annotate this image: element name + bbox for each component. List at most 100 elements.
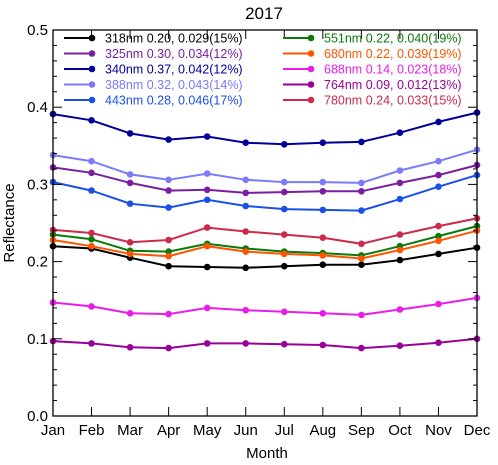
data-point bbox=[126, 179, 134, 187]
legend-item-3: 388nm 0.32, 0.043(14%) bbox=[64, 78, 243, 92]
data-point bbox=[319, 234, 327, 241]
data-point bbox=[165, 187, 172, 194]
series-3 bbox=[49, 146, 481, 187]
x-axis-label: Month bbox=[246, 445, 288, 462]
data-point bbox=[435, 171, 442, 179]
data-point bbox=[319, 261, 327, 269]
data-point bbox=[281, 308, 288, 316]
data-point bbox=[435, 157, 442, 165]
data-point bbox=[203, 170, 211, 177]
series-line bbox=[52, 229, 478, 260]
data-point bbox=[242, 248, 249, 255]
data-point bbox=[435, 183, 442, 190]
data-point bbox=[165, 310, 172, 318]
x-tick-label: May bbox=[193, 422, 222, 439]
y-tick-label: 0.3 bbox=[27, 176, 48, 193]
data-point bbox=[242, 202, 249, 210]
y-axis-label: Reflectance bbox=[1, 183, 18, 262]
legend-swatch-marker bbox=[88, 65, 96, 73]
data-point bbox=[435, 237, 442, 245]
data-point bbox=[435, 300, 442, 308]
data-point bbox=[165, 136, 172, 143]
series-line bbox=[52, 174, 478, 212]
data-point bbox=[319, 139, 327, 146]
data-point bbox=[165, 248, 172, 255]
data-point bbox=[203, 196, 211, 204]
data-point bbox=[126, 200, 134, 207]
data-point bbox=[435, 222, 442, 230]
data-point bbox=[203, 224, 211, 231]
legend-label: 318nm 0.20, 0.029(15%) bbox=[105, 32, 243, 46]
data-point bbox=[358, 188, 365, 195]
data-point bbox=[88, 303, 95, 310]
legend-item-6: 680nm 0.22, 0.039(19%) bbox=[283, 47, 462, 61]
series-2 bbox=[49, 109, 481, 148]
data-point bbox=[88, 242, 95, 250]
data-point bbox=[396, 195, 404, 203]
legend-item-4: 443nm 0.28, 0.046(17%) bbox=[64, 94, 243, 108]
series-line bbox=[52, 337, 478, 350]
data-point bbox=[358, 255, 365, 262]
legend-item-7: 688nm 0.14, 0.023(18%) bbox=[283, 63, 462, 77]
data-point bbox=[203, 304, 211, 312]
series-line bbox=[52, 217, 478, 245]
series-line bbox=[52, 111, 478, 146]
data-point bbox=[242, 176, 249, 184]
legend-label: 764nm 0.09, 0.012(13%) bbox=[324, 78, 462, 92]
legend-swatch-marker bbox=[307, 81, 315, 88]
legend-swatch-marker bbox=[88, 50, 96, 57]
data-point bbox=[88, 187, 95, 194]
data-point bbox=[165, 344, 172, 352]
data-point bbox=[358, 207, 365, 214]
legend-item-9: 780nm 0.24, 0.033(15%) bbox=[283, 94, 462, 108]
data-point bbox=[281, 205, 288, 213]
data-point bbox=[435, 250, 442, 258]
series-line bbox=[52, 245, 478, 269]
legend-label: 780nm 0.24, 0.033(15%) bbox=[324, 94, 462, 108]
x-tick-label: Feb bbox=[79, 422, 105, 439]
data-point bbox=[319, 252, 327, 259]
legend-item-0: 318nm 0.20, 0.029(15%) bbox=[64, 32, 243, 46]
data-point bbox=[165, 252, 172, 260]
data-point bbox=[203, 133, 211, 140]
data-point bbox=[165, 176, 172, 184]
data-point bbox=[319, 206, 327, 214]
data-point bbox=[281, 231, 288, 238]
chart-title: 2017 bbox=[245, 4, 283, 23]
data-point bbox=[319, 188, 327, 195]
data-point bbox=[242, 228, 249, 235]
series-8 bbox=[49, 335, 481, 352]
data-point bbox=[358, 261, 365, 269]
axes: 0.0 0.1 0.2 0.3 0.4 0.5 Jan Feb Mar Apr May Jun Jul A… bbox=[27, 22, 491, 439]
data-point bbox=[435, 118, 442, 126]
data-point bbox=[396, 231, 404, 238]
data-point bbox=[319, 178, 327, 186]
data-point bbox=[203, 242, 211, 250]
data-point bbox=[203, 186, 211, 194]
data-point bbox=[88, 169, 95, 177]
data-point bbox=[281, 188, 288, 196]
legend-swatch-marker bbox=[88, 81, 96, 88]
x-tick-label: Oct bbox=[388, 422, 412, 439]
data-point bbox=[435, 232, 442, 240]
data-point bbox=[88, 117, 95, 124]
x-tick-label: Mar bbox=[117, 422, 143, 439]
data-point bbox=[319, 310, 327, 317]
data-point bbox=[396, 306, 404, 313]
legend-label: 680nm 0.22, 0.039(19%) bbox=[324, 47, 462, 61]
series-line bbox=[52, 296, 478, 316]
data-point bbox=[165, 204, 172, 211]
data-point bbox=[88, 235, 95, 243]
data-point bbox=[396, 246, 404, 254]
legend-item-2: 340nm 0.37, 0.042(12%) bbox=[64, 63, 243, 77]
data-point bbox=[281, 340, 288, 348]
data-point bbox=[242, 306, 249, 314]
x-tick-label: Aug bbox=[309, 422, 336, 439]
plot-area bbox=[49, 109, 481, 352]
legend-label: 388nm 0.32, 0.043(14%) bbox=[105, 78, 243, 92]
legend-swatch-marker bbox=[307, 96, 315, 104]
data-point bbox=[396, 342, 404, 350]
x-tick-label: Jun bbox=[234, 422, 258, 439]
data-point bbox=[126, 130, 134, 137]
